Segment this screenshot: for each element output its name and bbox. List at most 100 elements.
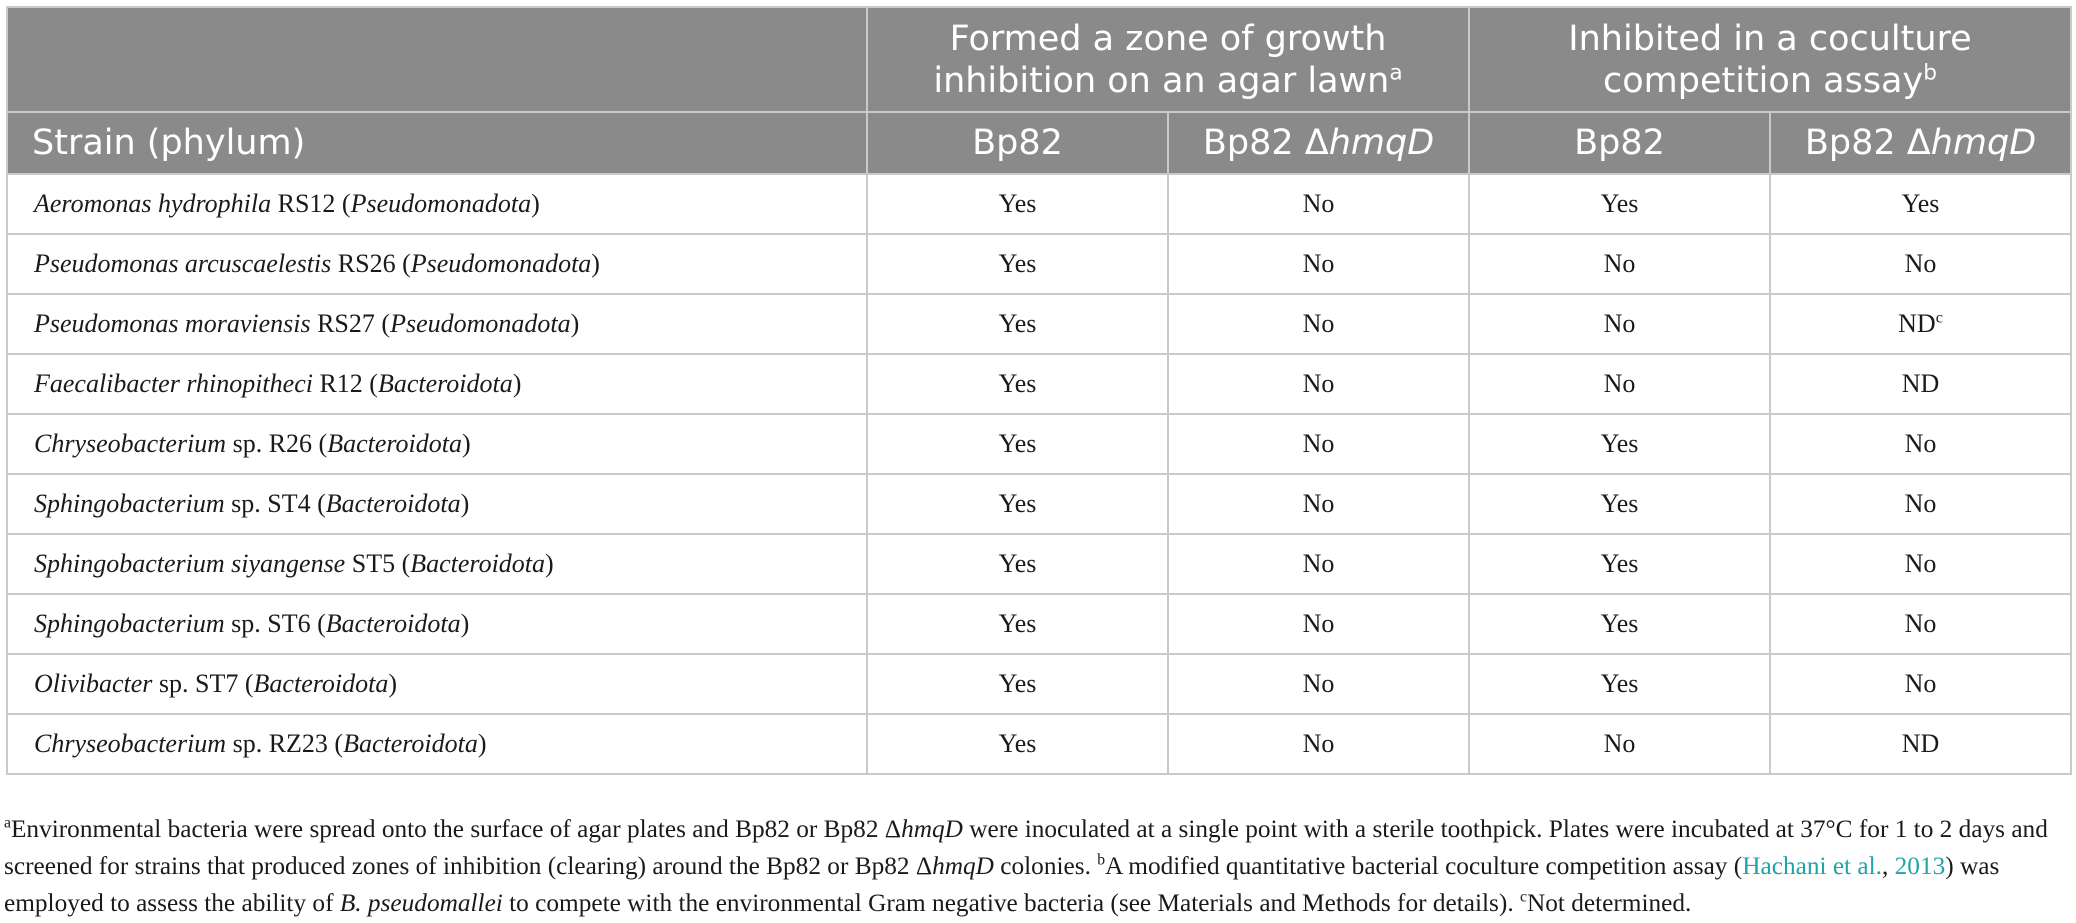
table-row: Chryseobacterium sp. RZ23 (Bacteroidota)… [6, 713, 2073, 775]
group-header-coculture: Inhibited in a coculture competition ass… [1468, 6, 2073, 113]
group-header-zone: Formed a zone of growth inhibition on an… [865, 6, 1471, 113]
table-row: Sphingobacterium siyangense ST5 (Bactero… [6, 533, 2073, 595]
strain-cell: Chryseobacterium sp. RZ23 (Bacteroidota) [6, 713, 868, 775]
genus-name: Olivibacter [34, 669, 153, 698]
strain-cell: Pseudomonas arcuscaelestis RS26 (Pseudom… [6, 233, 868, 295]
strain-cell: Sphingobacterium sp. ST6 (Bacteroidota) [6, 593, 868, 655]
genus-name: Pseudomonas arcuscaelestis [34, 249, 332, 278]
strain-cell: Aeromonas hydrophila RS12 (Pseudomonadot… [6, 173, 868, 235]
group-header-row: Formed a zone of growth inhibition on an… [6, 6, 2073, 113]
col-header-coculture-bp82: Bp82 [1468, 111, 1772, 175]
strain-id: sp. RZ23 ( [226, 729, 344, 758]
strain-cell: Chryseobacterium sp. R26 (Bacteroidota) [6, 413, 868, 475]
table-footnotes: aEnvironmental bacteria were spread onto… [4, 811, 2070, 922]
zone-bp82-cell: Yes [866, 653, 1169, 715]
subheader-row: Strain (phylum) Bp82 Bp82 ΔhmqD Bp82 Bp8… [6, 111, 2073, 175]
coculture-bp82-cell: No [1468, 713, 1772, 775]
phylum-name: Bacteroidota [377, 369, 513, 398]
zone-mutant-cell: No [1166, 173, 1471, 235]
phylum-name: Bacteroidota [410, 549, 546, 578]
zone-mutant-cell: No [1166, 653, 1471, 715]
zone-bp82-cell: Yes [866, 353, 1169, 415]
footnote-c-ref: c [1935, 309, 1943, 327]
group-header-empty [6, 6, 868, 113]
phylum-name: Pseudomonadota [350, 189, 532, 218]
coculture-bp82-cell: Yes [1468, 473, 1772, 535]
coculture-mutant-cell: ND [1769, 713, 2073, 775]
genus-name: Faecalibacter rhinopitheci [34, 369, 313, 398]
coculture-bp82-cell: Yes [1468, 653, 1772, 715]
phylum-name: Pseudomonadota [410, 249, 592, 278]
phylum-name: Bacteroidota [325, 609, 461, 638]
genus-name: Chryseobacterium [34, 729, 227, 758]
coculture-bp82-cell: No [1468, 233, 1772, 295]
strain-cell: Faecalibacter rhinopitheci R12 (Bacteroi… [6, 353, 868, 415]
table-row: Faecalibacter rhinopitheci R12 (Bacteroi… [6, 353, 2073, 415]
phylum-name: Bacteroidota [325, 489, 461, 518]
strain-cell: Sphingobacterium sp. ST4 (Bacteroidota) [6, 473, 868, 535]
coculture-bp82-cell: Yes [1468, 413, 1772, 475]
coculture-mutant-cell: ND [1769, 353, 2073, 415]
strain-id: ST5 ( [345, 549, 411, 578]
strain-id: sp. R26 ( [226, 429, 328, 458]
coculture-bp82-cell: Yes [1468, 173, 1772, 235]
footnote-paragraph: aEnvironmental bacteria were spread onto… [4, 814, 2048, 917]
table-container: Formed a zone of growth inhibition on an… [6, 6, 2073, 775]
phylum-name: Bacteroidota [343, 729, 478, 758]
footnote-b-mark: b [1097, 851, 1106, 869]
coculture-mutant-cell: Yes [1769, 173, 2073, 235]
col-header-zone-bp82: Bp82 [866, 111, 1169, 175]
strain-id: RS12 ( [271, 189, 351, 218]
zone-bp82-cell: Yes [866, 413, 1169, 475]
genus-name: Sphingobacterium [34, 489, 225, 518]
strain-cell: Pseudomonas moraviensis RS27 (Pseudomona… [6, 293, 868, 355]
coculture-mutant-cell: No [1769, 653, 2073, 715]
strain-cell: Sphingobacterium siyangense ST5 (Bactero… [6, 533, 868, 595]
zone-bp82-cell: Yes [866, 173, 1169, 235]
strain-id: R12 ( [312, 369, 378, 398]
strain-id: RS27 ( [310, 309, 391, 338]
citation-link-authors[interactable]: Hachani et al. [1742, 852, 1882, 880]
table-row: Pseudomonas moraviensis RS27 (Pseudomona… [6, 293, 2073, 355]
zone-mutant-cell: No [1166, 353, 1471, 415]
table-row: Chryseobacterium sp. R26 (Bacteroidota) Y… [6, 413, 2073, 475]
strain-id: sp. ST4 ( [224, 489, 326, 518]
zone-mutant-cell: No [1166, 593, 1471, 655]
table-row: Pseudomonas arcuscaelestis RS26 (Pseudom… [6, 233, 2073, 295]
results-table: Formed a zone of growth inhibition on an… [6, 6, 2073, 775]
zone-mutant-cell: No [1166, 233, 1471, 295]
col-header-coculture-mutant: Bp82 ΔhmqD [1769, 111, 2073, 175]
zone-bp82-cell: Yes [866, 533, 1169, 595]
zone-bp82-cell: Yes [866, 473, 1169, 535]
zone-mutant-cell: No [1166, 293, 1471, 355]
coculture-mutant-cell: No [1769, 233, 2073, 295]
table-row: Olivibacter sp. ST7 (Bacteroidota) Yes No Y… [6, 653, 2073, 715]
footnote-c-mark: c [1519, 888, 1527, 906]
table-row: Sphingobacterium sp. ST6 (Bacteroidota) Y… [6, 593, 2073, 655]
zone-mutant-cell: No [1166, 473, 1471, 535]
col-header-strain: Strain (phylum) [6, 111, 868, 175]
zone-mutant-cell: No [1166, 413, 1471, 475]
genus-name: Chryseobacterium [34, 429, 227, 458]
strain-cell: Olivibacter sp. ST7 (Bacteroidota) [6, 653, 868, 715]
coculture-mutant-cell: No [1769, 533, 2073, 595]
zone-bp82-cell: Yes [866, 713, 1169, 775]
table-row: Aeromonas hydrophila RS12 (Pseudomonadot… [6, 173, 2073, 235]
col-header-zone-mutant: Bp82 ΔhmqD [1166, 111, 1471, 175]
genus-name: Aeromonas hydrophila [34, 189, 272, 218]
phylum-name: Bacteroidota [253, 669, 389, 698]
strain-id: sp. ST6 ( [224, 609, 326, 638]
genus-name: Pseudomonas moraviensis [34, 309, 311, 338]
phylum-name: Pseudomonadota [390, 309, 571, 338]
coculture-mutant-cell: No [1769, 473, 2073, 535]
coculture-mutant-cell: No [1769, 593, 2073, 655]
zone-bp82-cell: Yes [866, 293, 1169, 355]
zone-mutant-cell: No [1166, 713, 1471, 775]
phylum-name: Bacteroidota [327, 429, 463, 458]
table-body: Aeromonas hydrophila RS12 (Pseudomonadot… [6, 173, 2073, 775]
zone-mutant-cell: No [1166, 533, 1471, 595]
coculture-bp82-cell: No [1468, 293, 1772, 355]
strain-id: sp. ST7 ( [152, 669, 254, 698]
citation-link-year[interactable]: 2013 [1894, 852, 1946, 880]
coculture-mutant-cell: No [1769, 413, 2073, 475]
